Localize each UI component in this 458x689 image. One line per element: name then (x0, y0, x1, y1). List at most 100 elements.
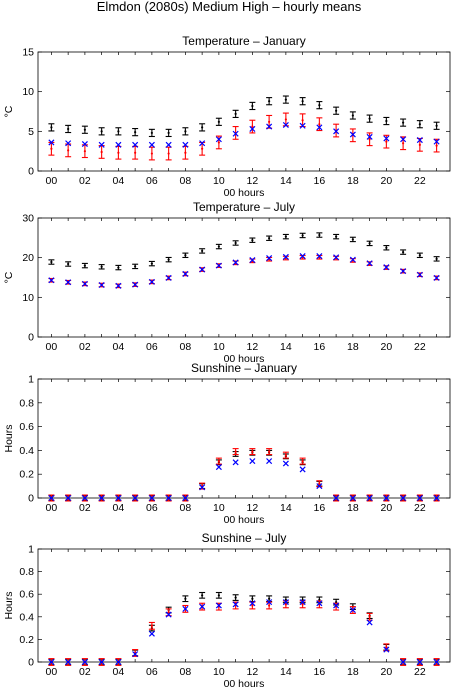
errorbar-point (81, 144, 88, 159)
plot-frame (37, 548, 451, 663)
x-marker-stroke (48, 277, 55, 284)
errorbar-center (217, 245, 220, 248)
x-marker-stroke (115, 658, 122, 666)
x-marker-stroke (282, 121, 289, 129)
x-marker-point (132, 651, 139, 658)
errorbar-point (400, 249, 407, 255)
errorbar-center (251, 604, 254, 607)
x-marker-stroke (400, 136, 407, 143)
errorbar-point (400, 118, 407, 127)
x-marker-stroke (316, 483, 323, 490)
y-tick-label-0: 0 (28, 332, 34, 344)
x-marker-point (333, 494, 340, 502)
errorbar-point (65, 124, 72, 134)
x-marker-stroke (148, 141, 155, 148)
errorbar-center (251, 125, 254, 128)
x-tick-label-18: 18 (347, 666, 359, 678)
x-marker-stroke (199, 140, 206, 147)
errorbar-center (284, 603, 287, 606)
x-marker-stroke (383, 646, 390, 653)
x-tick-label-14: 14 (280, 175, 292, 187)
x-marker-point (132, 281, 139, 288)
errorbar-center (318, 482, 321, 485)
x-marker-point (366, 494, 373, 502)
chart-panel-1: Temperature – January 0 5 10 15 00 02 04 06 08 10 1… (3, 34, 451, 199)
x-marker-point (81, 494, 88, 502)
x-marker-point (400, 494, 407, 502)
x-tick-label-04: 04 (113, 341, 125, 353)
x-marker-point (199, 484, 206, 491)
errorbar-point (282, 233, 289, 240)
x-marker-stroke (81, 141, 88, 148)
errorbar-point (132, 145, 139, 160)
y-tick-label-0p6: 0.6 (19, 421, 34, 433)
x-marker-point (299, 253, 306, 260)
x-marker-point (148, 630, 155, 637)
errorbar-point (215, 602, 222, 611)
errorbar-point (349, 111, 356, 120)
x-marker-stroke (98, 658, 105, 666)
x-marker-stroke (299, 466, 306, 473)
x-marker-point (249, 458, 256, 465)
series-2 (48, 112, 440, 161)
errorbar-center (284, 98, 287, 101)
plot-frame (37, 217, 451, 338)
x-marker-point (81, 141, 88, 148)
errorbar-point (48, 259, 55, 265)
x-marker-point (65, 140, 72, 147)
y-axis-label: °C (3, 271, 15, 283)
x-marker-stroke (148, 494, 155, 502)
x-marker-stroke (333, 494, 340, 502)
errorbar-center (50, 260, 53, 264)
x-marker-stroke (132, 281, 139, 288)
x-marker-stroke (282, 253, 289, 260)
x-marker-stroke (115, 494, 122, 502)
errorbar-point (48, 123, 55, 132)
x-marker-point (199, 140, 206, 147)
x-marker-point (48, 277, 55, 284)
x-marker-stroke (316, 124, 323, 131)
errorbar-center (368, 242, 371, 245)
y-tick-label-0p4: 0.4 (19, 445, 34, 457)
x-tick-label-08: 08 (180, 175, 192, 187)
x-tick-label-18: 18 (347, 175, 359, 187)
x-marker-stroke (65, 140, 72, 147)
x-tick-label-08: 08 (180, 341, 192, 353)
errorbar-point (148, 621, 155, 630)
errorbar-center (368, 615, 371, 618)
x-marker-point (383, 494, 390, 502)
x-marker-stroke (182, 494, 189, 502)
x-marker-stroke (433, 274, 440, 281)
y-tick-label-5: 5 (28, 126, 34, 138)
errorbar-center (100, 265, 103, 268)
errorbar-center (184, 130, 187, 133)
y-tick-label-15: 15 (22, 47, 34, 59)
errorbar-center (402, 142, 405, 145)
errorbar-center (234, 596, 237, 599)
x-marker-stroke (416, 271, 423, 278)
x-marker-stroke (282, 460, 289, 467)
x-marker-stroke (65, 658, 72, 666)
x-marker-point (383, 646, 390, 653)
errorbar-center (184, 597, 187, 600)
x-marker-stroke (299, 253, 306, 260)
errorbar-center (150, 152, 153, 155)
x-marker-point (182, 141, 189, 148)
x-marker-point (333, 128, 340, 135)
errorbar-point (232, 240, 239, 246)
x-tick-label-10: 10 (213, 341, 225, 353)
errorbar-point (165, 146, 172, 161)
errorbar-point (266, 601, 273, 610)
errorbar-point (433, 121, 440, 130)
x-marker-point (148, 494, 155, 502)
x-marker-stroke (249, 458, 256, 465)
x-marker-stroke (366, 619, 373, 626)
errorbar-point (333, 106, 340, 115)
chart-panel-2: Temperature – July 0 10 20 30 00 02 04 06 08 10 12 1… (3, 200, 451, 365)
errorbar-point (282, 95, 289, 104)
errorbar-center (201, 147, 204, 150)
y-tick-label-0p8: 0.8 (19, 566, 34, 578)
x-marker-point (65, 279, 72, 286)
x-marker-stroke (416, 658, 423, 666)
errorbar-point (148, 146, 155, 161)
